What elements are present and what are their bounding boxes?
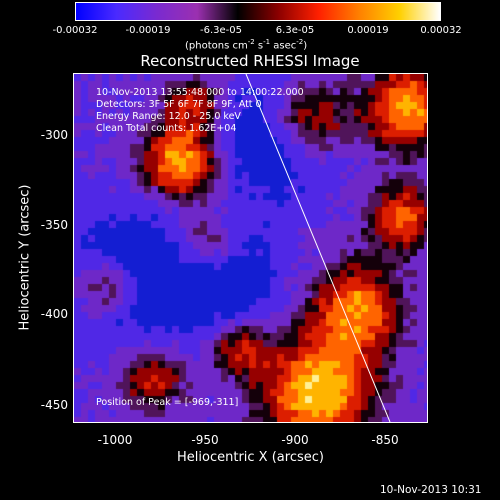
info-detectors: Detectors: 3F 5F 6F 7F 8F 9F, Att 0 <box>96 99 262 110</box>
units-exp: -2 <box>247 38 255 46</box>
x-tick: -850 <box>371 433 399 447</box>
y-axis-label: Heliocentric Y (arcsec) <box>17 184 33 331</box>
heatmap-canvas <box>74 74 427 422</box>
y-tick: -350 <box>40 218 68 232</box>
rhessi-image: 10-Nov-2013 13:55:48.000 to 14:00:22.000… <box>73 73 428 423</box>
timestamp: 10-Nov-2013 10:31 <box>380 484 482 496</box>
solar-limb-line <box>245 74 391 422</box>
x-tick: -1000 <box>97 433 133 447</box>
units-text: (photons cm <box>185 40 248 52</box>
colorbar-tick: 0.00032 <box>420 25 462 36</box>
colorbar-tick: -6.3e-05 <box>200 25 242 36</box>
colorbar-units: (photons cm-2 s-1 asec-2) <box>185 38 307 51</box>
colorbar <box>75 2 441 21</box>
units-text: ) <box>303 40 308 52</box>
colorbar-tick: -0.00032 <box>52 25 98 36</box>
y-tick: -450 <box>40 398 68 412</box>
colorbar-tick: 6.3e-05 <box>275 25 315 36</box>
y-tick: -300 <box>40 128 68 142</box>
x-tick: -950 <box>191 433 219 447</box>
units-text: s <box>254 40 264 52</box>
info-clean: Clean Total counts: 1.62E+04 <box>96 123 237 134</box>
x-tick: -900 <box>281 433 309 447</box>
info-time: 10-Nov-2013 13:55:48.000 to 14:00:22.000 <box>96 87 304 98</box>
units-exp: -2 <box>296 38 304 46</box>
info-peak: Position of Peak = [-969,-311] <box>96 397 239 408</box>
units-exp: -1 <box>263 38 271 46</box>
colorbar-tick: -0.00019 <box>125 25 171 36</box>
info-energy: Energy Range: 12.0 - 25.0 keV <box>96 111 241 122</box>
colorbar-tick: 0.00019 <box>347 25 389 36</box>
plot-title: Reconstructed RHESSI Image <box>140 52 360 70</box>
units-text: asec <box>270 40 297 52</box>
y-tick: -400 <box>40 307 68 321</box>
x-axis-label: Heliocentric X (arcsec) <box>177 450 324 465</box>
limb-overlay <box>245 74 391 422</box>
